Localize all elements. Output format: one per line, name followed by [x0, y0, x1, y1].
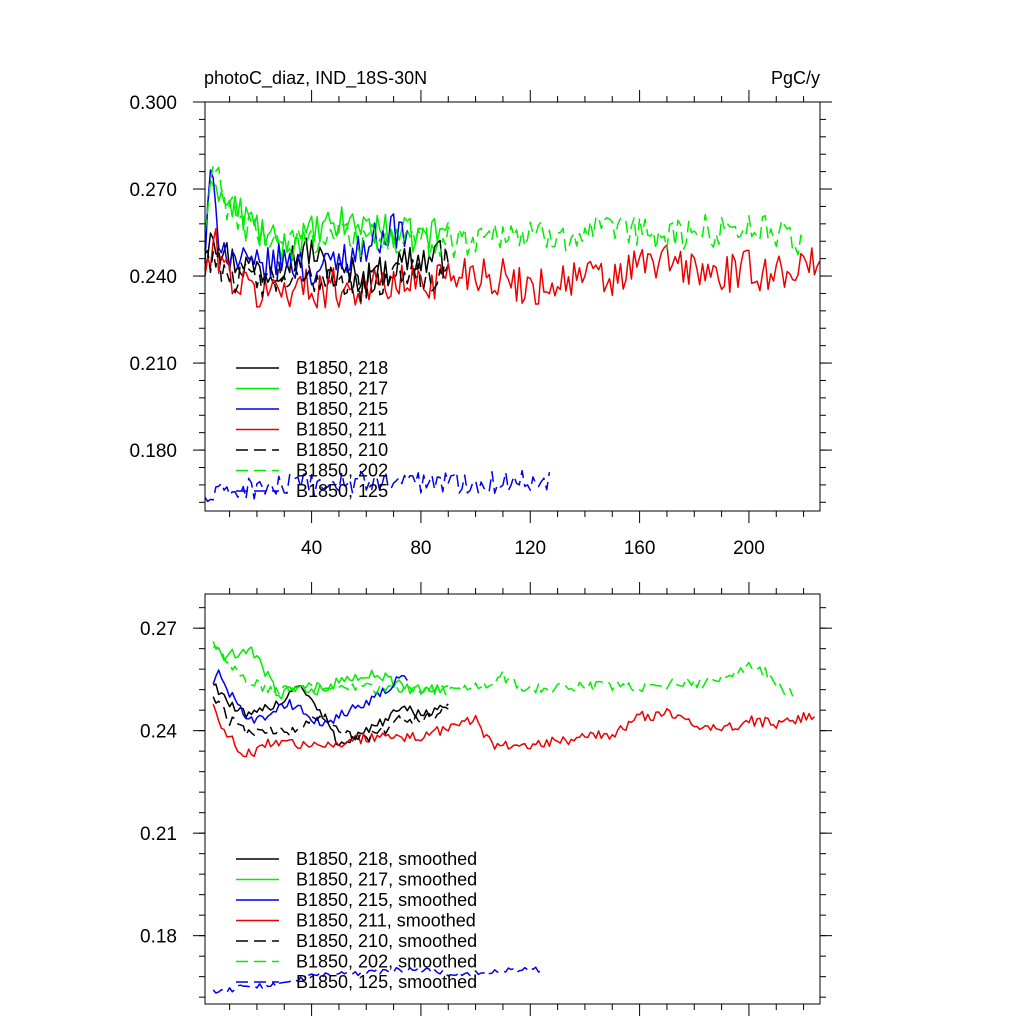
- top-series-group: [204, 164, 821, 503]
- legend-label-7: B1850, 125: [296, 481, 388, 501]
- series-line-4: [212, 703, 816, 758]
- x-tick-label: 80: [410, 538, 431, 559]
- legend-label-4: B1850, 211: [296, 420, 387, 440]
- top-chart-panel: photoC_diaz, IND_18S-30N PgC/y B1850, 21…: [129, 68, 832, 559]
- legend-label-5: B1850, 210: [296, 440, 388, 460]
- y-tick-label: 0.210: [129, 354, 177, 375]
- top-chart-title: photoC_diaz, IND_18S-30N: [204, 68, 427, 89]
- y-tick-label: 0.240: [129, 267, 177, 288]
- x-tick-label: 40: [301, 538, 322, 559]
- series-line-5: [204, 245, 450, 303]
- series-line-5: [212, 696, 449, 743]
- y-tick-label: 0.18: [140, 927, 177, 948]
- series-line-7: [212, 966, 542, 994]
- y-tick-label: 0.21: [140, 824, 177, 845]
- series-line-1: [204, 232, 449, 295]
- bottom-series-group: [212, 641, 816, 994]
- top-chart-units: PgC/y: [771, 68, 820, 88]
- legend-label-2: B1850, 217, smoothed: [296, 870, 477, 890]
- top-axes: 0.180 0.210 0.240 0.270 0.300 40 80 120 160 200: [129, 90, 832, 559]
- legend-label-2: B1850, 217: [296, 379, 388, 399]
- x-tick-label: 200: [733, 538, 765, 559]
- y-tick-label: 0.24: [140, 722, 177, 743]
- bottom-axes: 0.18 0.21 0.24 0.27: [140, 582, 832, 1016]
- series-line-1: [212, 683, 449, 747]
- legend-label-6: B1850, 202, smoothed: [296, 952, 477, 972]
- legend-label-7: B1850, 125, smoothed: [296, 972, 477, 992]
- bottom-plot-frame: [204, 593, 821, 1005]
- y-tick-label: 0.270: [129, 180, 177, 201]
- series-line-6: [212, 641, 794, 697]
- legend-label-3: B1850, 215, smoothed: [296, 890, 477, 910]
- top-plot-frame: [204, 101, 821, 512]
- legend-label-1: B1850, 218: [296, 358, 388, 378]
- series-line-6: [204, 164, 805, 259]
- legend-label-4: B1850, 211, smoothed: [296, 911, 476, 931]
- legend-label-6: B1850, 202: [296, 461, 388, 481]
- x-tick-label: 120: [514, 538, 546, 559]
- y-tick-label: 0.27: [140, 619, 177, 640]
- y-tick-label: 0.180: [129, 441, 177, 462]
- legend-label-5: B1850, 210, smoothed: [296, 931, 477, 951]
- x-tick-label: 160: [624, 538, 656, 559]
- legend-label-1: B1850, 218, smoothed: [296, 849, 477, 869]
- series-line-2: [204, 179, 450, 262]
- series-line-2: [213, 646, 449, 700]
- series-line-3: [212, 669, 408, 727]
- legend-label-3: B1850, 215: [296, 399, 388, 419]
- series-line-4: [204, 227, 821, 309]
- series-line-7: [204, 469, 551, 503]
- y-tick-label: 0.300: [129, 93, 177, 114]
